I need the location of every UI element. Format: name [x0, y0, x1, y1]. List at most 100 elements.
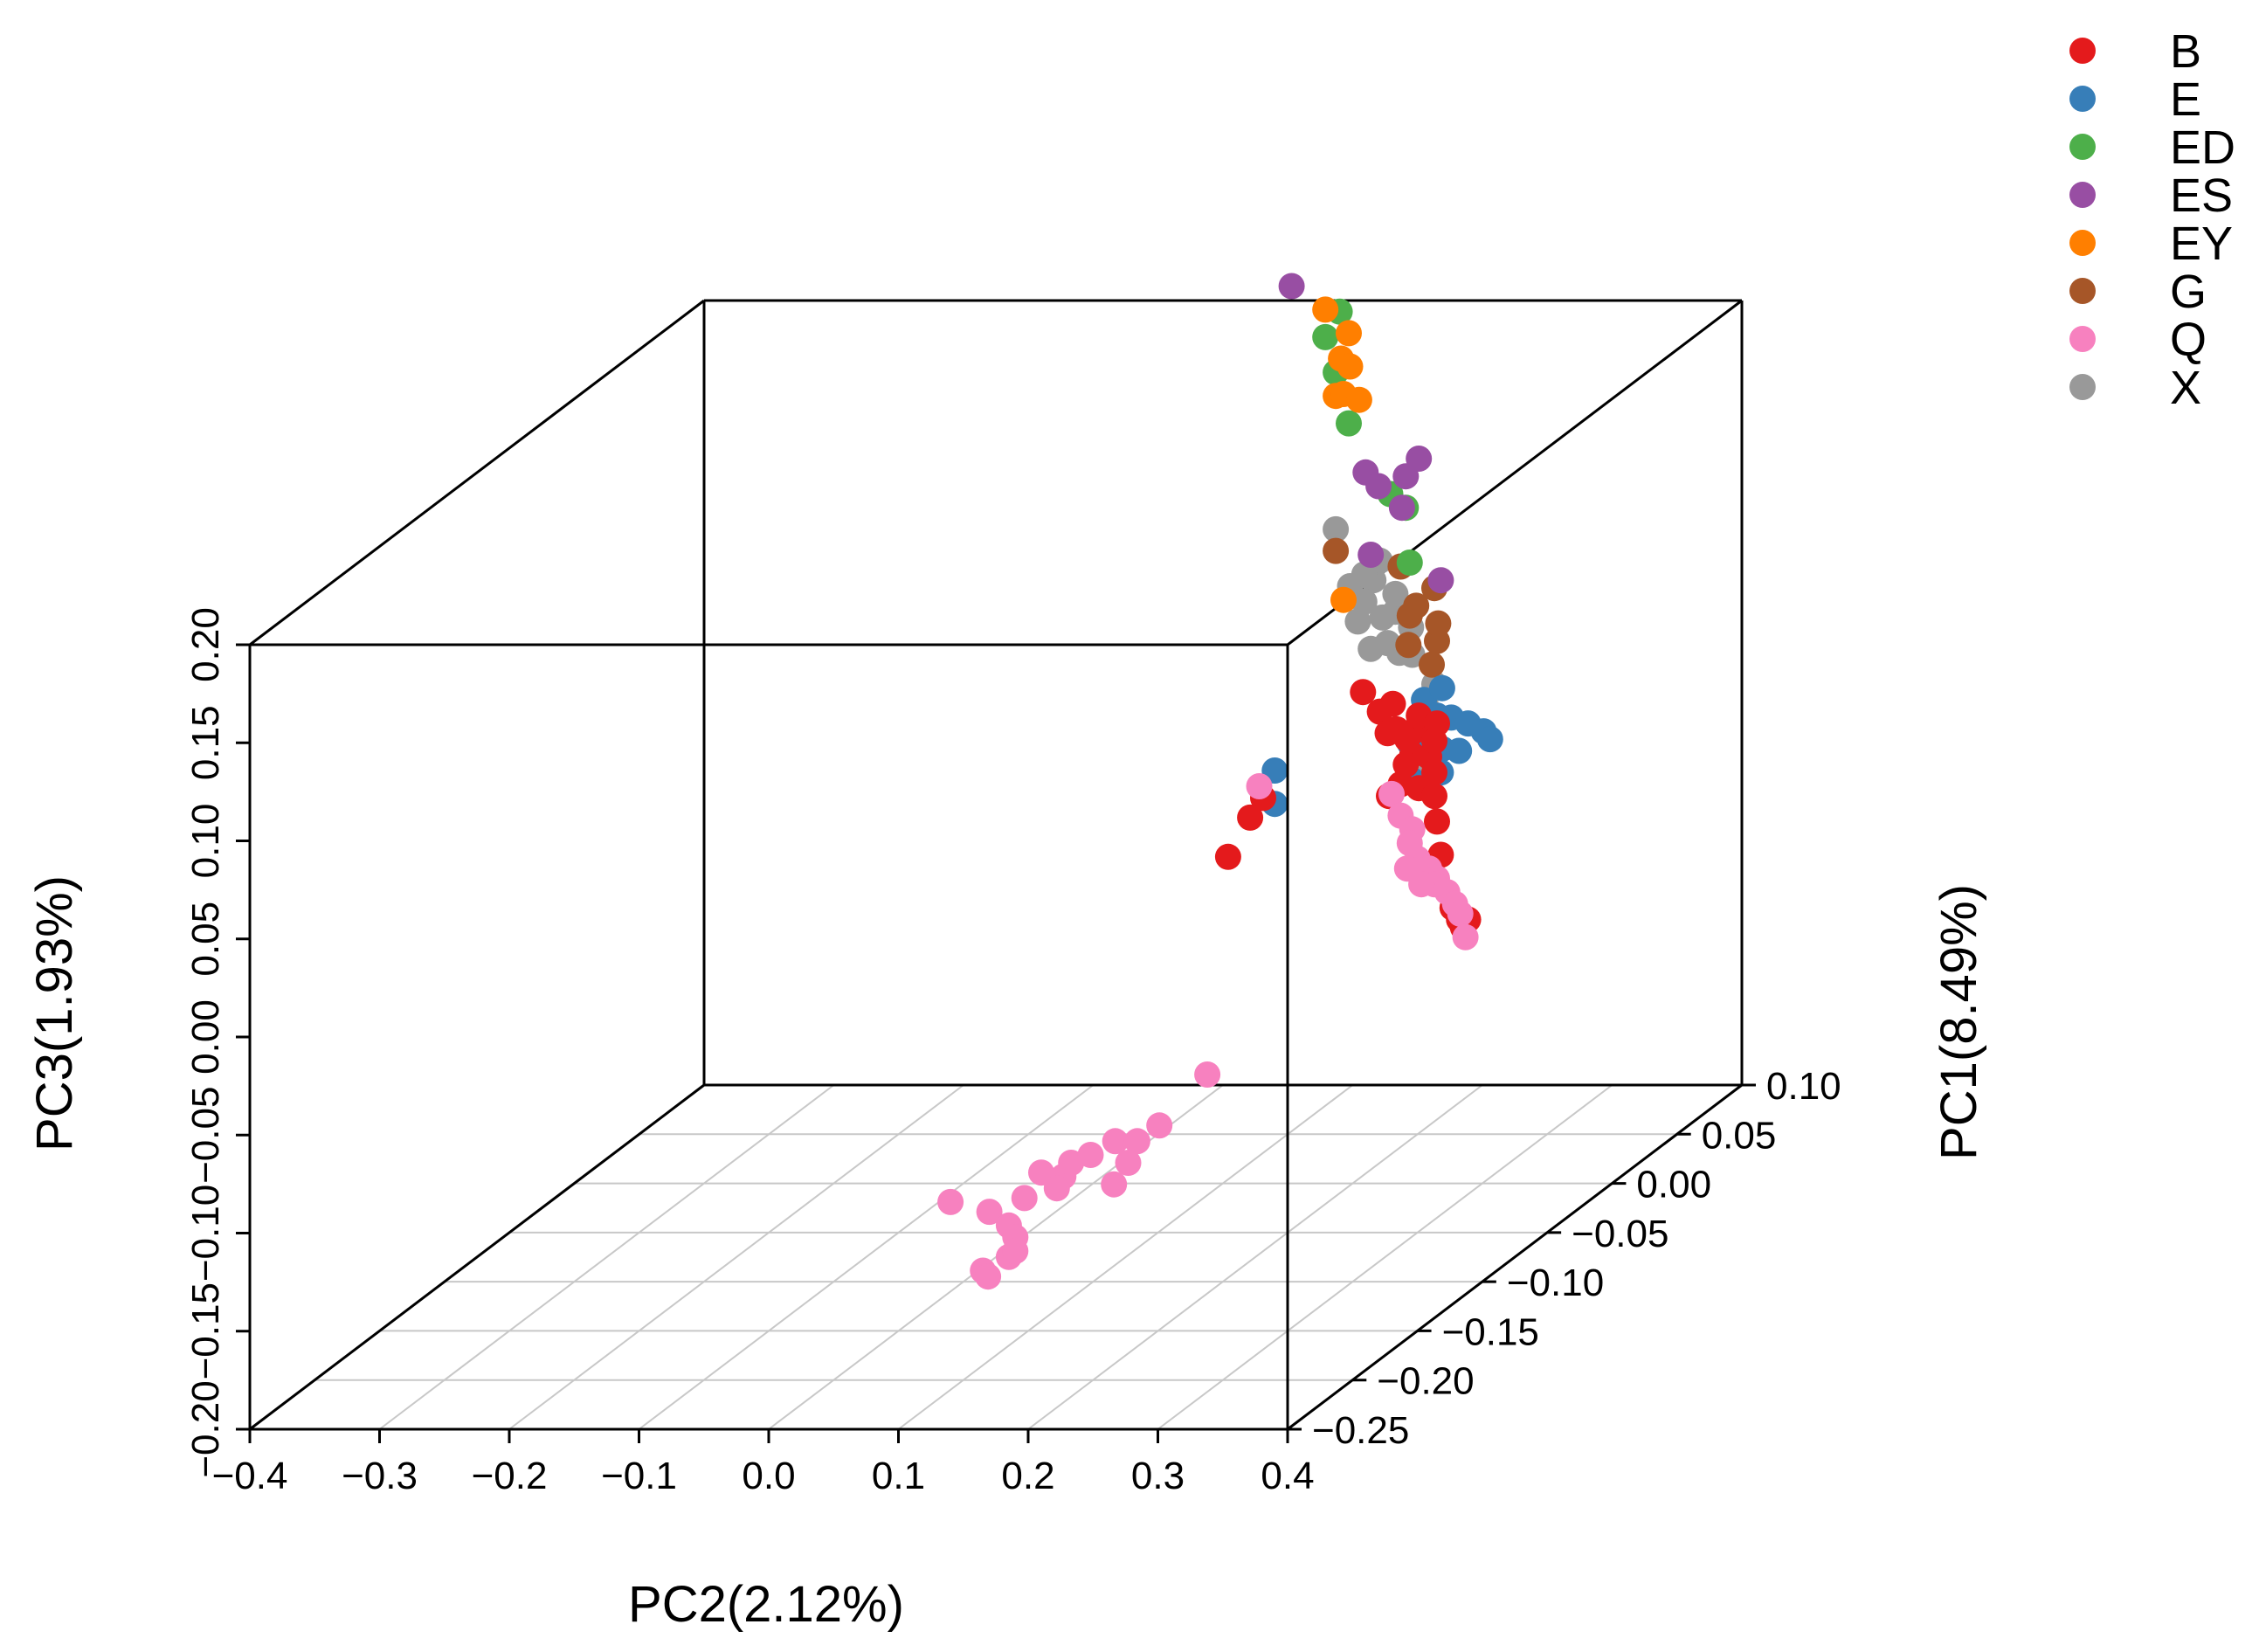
point-x: [1323, 515, 1350, 543]
point-q: [1115, 1150, 1142, 1176]
floor-grid-line: [897, 1084, 1354, 1430]
z-tick-label: 0.05: [184, 902, 227, 977]
point-ey: [1336, 320, 1362, 347]
point-es: [1392, 463, 1420, 490]
floor-grid-line: [508, 1084, 964, 1430]
z-tick-label: −0.05: [184, 1087, 227, 1184]
point-g: [1419, 651, 1445, 678]
point-q: [1447, 900, 1474, 927]
y-tick-label: 0.05: [1702, 1114, 1777, 1157]
point-x: [1357, 635, 1385, 662]
y-tick-label: −0.15: [1442, 1310, 1539, 1353]
legend-label-ey: EY: [2170, 218, 2233, 270]
point-g: [1323, 537, 1350, 564]
floor-grid-line: [378, 1084, 835, 1430]
point-ey: [1312, 296, 1339, 323]
floor-grid-line: [1027, 1084, 1483, 1430]
z-tick-label: 0.10: [184, 804, 227, 879]
legend-marker-e: [2069, 86, 2096, 112]
x-tick-label: 0.0: [742, 1455, 795, 1497]
z-tick-label: 0.20: [184, 607, 227, 682]
back-box-edges: [249, 299, 1744, 1431]
legend-marker-q: [2069, 326, 2096, 352]
legend-label-x: X: [2170, 362, 2201, 414]
legend-marker-ed: [2069, 134, 2096, 160]
legend-marker-es: [2069, 182, 2096, 208]
point-b: [1237, 804, 1264, 831]
point-g: [1395, 632, 1422, 659]
point-q: [976, 1199, 1003, 1226]
point-ey: [1330, 586, 1357, 613]
x-axis-label: PC2(2.12%): [628, 1576, 904, 1633]
point-e: [1428, 674, 1455, 702]
x-tick-label: 0.1: [872, 1455, 925, 1497]
point-g: [1403, 592, 1430, 619]
point-b: [1421, 728, 1447, 755]
point-x: [1382, 580, 1409, 607]
point-ed: [1396, 550, 1423, 576]
x-tick-label: −0.4: [212, 1455, 288, 1497]
y-tick-label: −0.25: [1312, 1409, 1409, 1452]
point-q: [1393, 855, 1420, 882]
point-q: [1102, 1128, 1129, 1155]
point-es: [1388, 494, 1415, 522]
z-axis: −0.20−0.15−0.10−0.05 0.00 0.05 0.10 0.15 0.20: [184, 607, 250, 1478]
y-tick-label: 0.10: [1766, 1065, 1841, 1108]
point-es: [1357, 542, 1385, 568]
data-points: [937, 273, 1503, 1290]
point-b: [1214, 843, 1241, 870]
point-q: [1043, 1175, 1070, 1202]
point-q: [1194, 1061, 1221, 1088]
x-tick-label: 0.3: [1131, 1455, 1185, 1497]
legend-marker-b: [2069, 38, 2096, 64]
legend-label-g: G: [2170, 266, 2207, 318]
y-tick-label: −0.05: [1572, 1213, 1668, 1255]
point-x: [1351, 561, 1378, 588]
floor-grid-line: [638, 1084, 1095, 1430]
point-b: [1379, 690, 1406, 717]
point-q: [975, 1263, 1002, 1290]
point-b: [1392, 751, 1420, 778]
z-tick-label: −0.10: [184, 1185, 227, 1282]
point-q: [1002, 1238, 1029, 1264]
x-tick-label: 0.4: [1261, 1455, 1314, 1497]
box-edge: [249, 1083, 705, 1431]
point-g: [1425, 610, 1452, 637]
x-tick-label: 0.2: [1001, 1455, 1054, 1497]
x-tick-label: −0.3: [342, 1455, 418, 1497]
box-edge: [249, 299, 705, 646]
point-b: [1383, 715, 1410, 743]
legend-label-q: Q: [2170, 314, 2207, 366]
point-q: [1101, 1171, 1128, 1198]
point-ey: [1345, 386, 1372, 413]
z-tick-label: 0.15: [184, 705, 227, 780]
y-axis-label: PC1(8.49%): [1931, 884, 1987, 1160]
legend-label-ed: ED: [2170, 121, 2235, 174]
x-tick-label: −0.2: [472, 1455, 548, 1497]
floor-grid-line: [1157, 1084, 1613, 1430]
point-x: [1344, 608, 1371, 635]
z-tick-label: 0.00: [184, 999, 227, 1075]
point-e: [1476, 726, 1503, 753]
point-q: [1452, 923, 1479, 950]
legend-label-b: B: [2170, 25, 2201, 78]
point-ed: [1312, 323, 1339, 350]
z-axis-label: PC3(1.93%): [26, 875, 83, 1151]
z-tick-label: −0.15: [184, 1282, 227, 1379]
point-q: [1011, 1185, 1038, 1212]
x-axis: −0.4 −0.3 −0.2 −0.1 0.0 0.1 0.2 0.3 0.4: [212, 1429, 1315, 1497]
legend-marker-ey: [2069, 230, 2096, 256]
point-q: [1123, 1128, 1150, 1155]
point-ed: [1336, 410, 1362, 437]
point-q: [1246, 773, 1273, 799]
y-tick-label: −0.10: [1507, 1261, 1604, 1304]
point-es: [1427, 567, 1454, 594]
point-q: [1077, 1142, 1104, 1168]
y-axis: −0.25 −0.20 −0.15 −0.10 −0.05 0.00 0.05 0.10: [1288, 1065, 1841, 1452]
point-b: [1424, 808, 1450, 835]
point-b: [1421, 783, 1447, 810]
box-edge: [1287, 1083, 1743, 1431]
z-tick-label: −0.20: [184, 1380, 227, 1477]
point-e: [1446, 737, 1473, 764]
